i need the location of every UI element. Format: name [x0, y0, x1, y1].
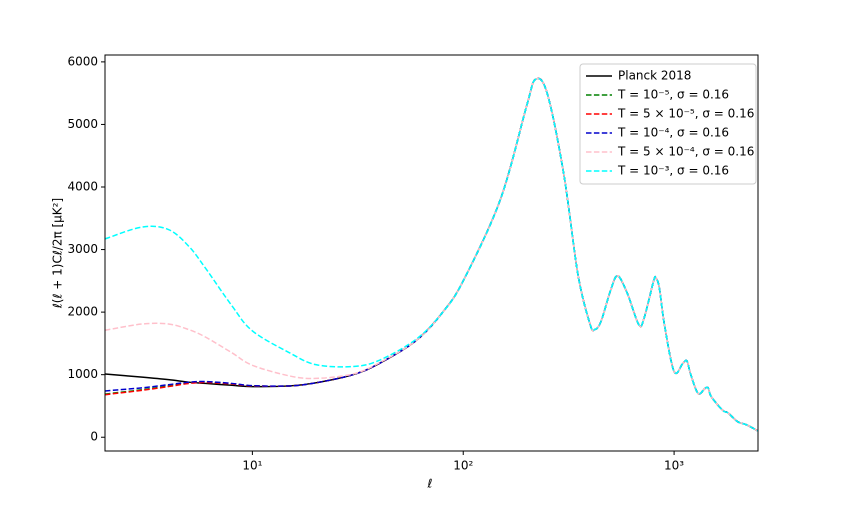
y-tick-label: 6000	[67, 54, 98, 68]
legend-label: T = 10⁻³, σ = 0.16	[617, 164, 729, 178]
series-line	[105, 77, 758, 432]
legend-label: T = 5 × 10⁻⁴, σ = 0.16	[617, 145, 754, 159]
series-line	[105, 77, 758, 432]
y-tick-label: 1000	[67, 367, 98, 381]
legend-label: T = 10⁻⁴, σ = 0.16	[617, 126, 729, 140]
x-tick-label: 10²	[453, 459, 473, 473]
y-axis-label: ℓ(ℓ + 1)Cℓ/2π [μK²]	[51, 198, 65, 309]
legend: Planck 2018 T = 10⁻⁵, σ = 0.16 T = 5 × 10⁻…	[579, 63, 757, 185]
legend-label: T = 5 × 10⁻⁵, σ = 0.16	[617, 107, 754, 121]
x-tick-label: 10³	[664, 459, 684, 473]
y-tick-label: 0	[90, 430, 98, 444]
legend-label: T = 10⁻⁵, σ = 0.16	[617, 88, 729, 102]
x-tick-label: 10¹	[242, 459, 262, 473]
legend-box	[579, 63, 757, 185]
legend-label: Planck 2018	[618, 69, 691, 83]
y-tick-label: 4000	[67, 180, 98, 194]
y-tick-label: 3000	[67, 242, 98, 256]
plot-frame	[104, 54, 759, 452]
y-tick-label: 5000	[67, 117, 98, 131]
y-tick-label: 2000	[67, 305, 98, 319]
x-axis-label: ℓ	[427, 477, 433, 491]
